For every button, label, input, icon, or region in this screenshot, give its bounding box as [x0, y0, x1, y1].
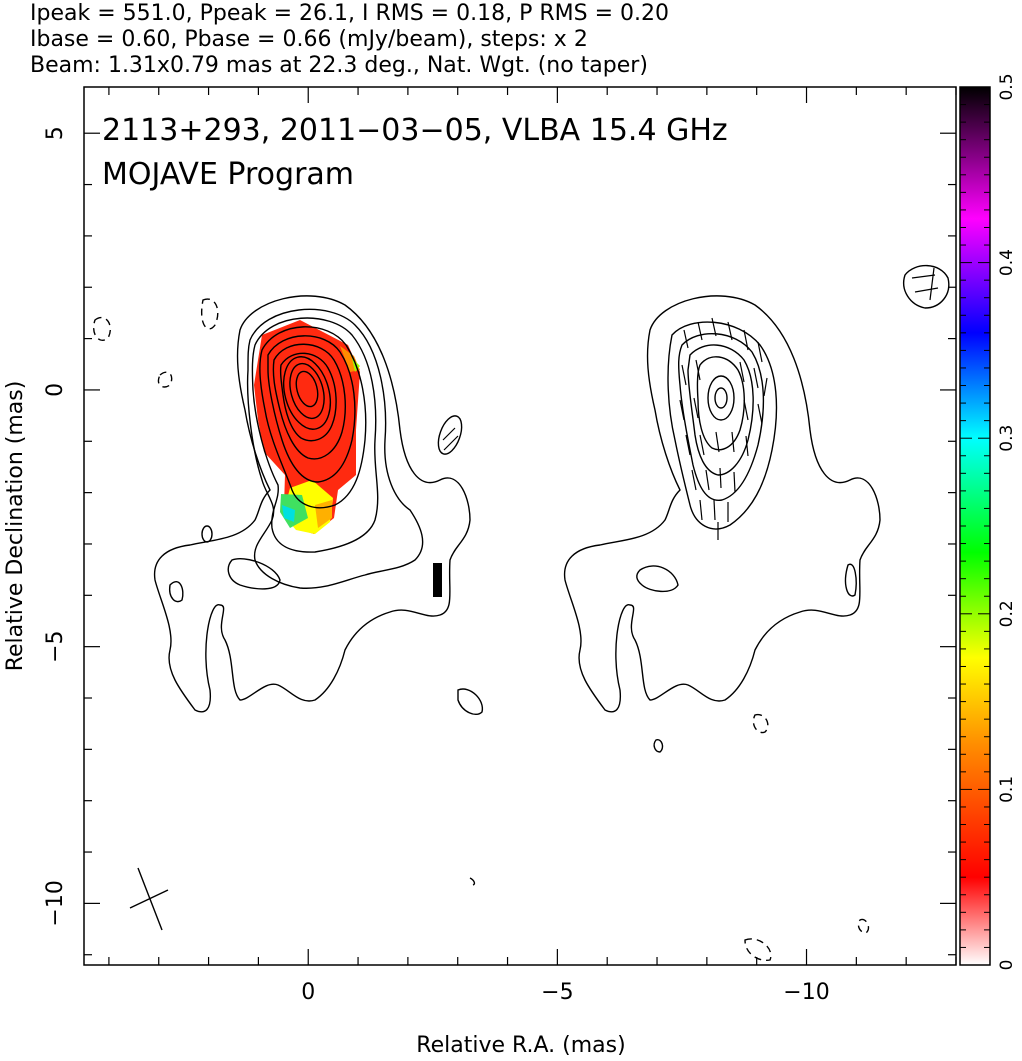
program-annotation: MOJAVE Program: [102, 157, 354, 192]
colorbar-tick-label: 0.1: [997, 776, 1017, 803]
y-tick-label: 5: [43, 126, 68, 140]
map-area: [93, 264, 950, 962]
x-tick-label: 0: [301, 980, 315, 1005]
intensity-contours-left: [93, 295, 484, 716]
header-line-3: Beam: 1.31x0.79 mas at 22.3 deg., Nat. W…: [30, 53, 648, 78]
axes: 0 −5 −10 5 0 −5 −10: [43, 87, 957, 1005]
y-tick-label: −10: [43, 880, 68, 926]
colorbar-ticks: 0 0.1 0.2 0.3 0.4 0.5: [960, 73, 1017, 970]
y-tick-label: −5: [43, 630, 68, 662]
plot-frame: [83, 86, 957, 966]
colorbar-tick-label: 0.5: [997, 73, 1017, 100]
intensity-contours-right: [469, 264, 950, 962]
colorbar-tick-label: 0: [997, 960, 1017, 971]
colorbar-tick-label: 0.4: [997, 249, 1017, 276]
header-line-1: Ipeak = 551.0, Ppeak = 26.1, I RMS = 0.1…: [30, 1, 669, 26]
black-pixel-block: [433, 563, 442, 597]
restoring-beam-cross: [129, 867, 169, 931]
colorbar-tick-label: 0.2: [997, 600, 1017, 627]
y-tick-label: 0: [43, 383, 68, 397]
x-axis-title: Relative R.A. (mas): [416, 1033, 625, 1058]
colorbar-tick-label: 0.3: [997, 425, 1017, 452]
header-line-2: Ibase = 0.60, Pbase = 0.66 (mJy/beam), s…: [30, 27, 588, 52]
y-axis-title: Relative Declination (mas): [3, 381, 28, 672]
x-tick-label: −5: [541, 980, 573, 1005]
source-annotation: 2113+293, 2011−03−05, VLBA 15.4 GHz: [102, 113, 728, 148]
evpa-sticks: [679, 267, 939, 540]
x-tick-label: −10: [783, 980, 829, 1005]
